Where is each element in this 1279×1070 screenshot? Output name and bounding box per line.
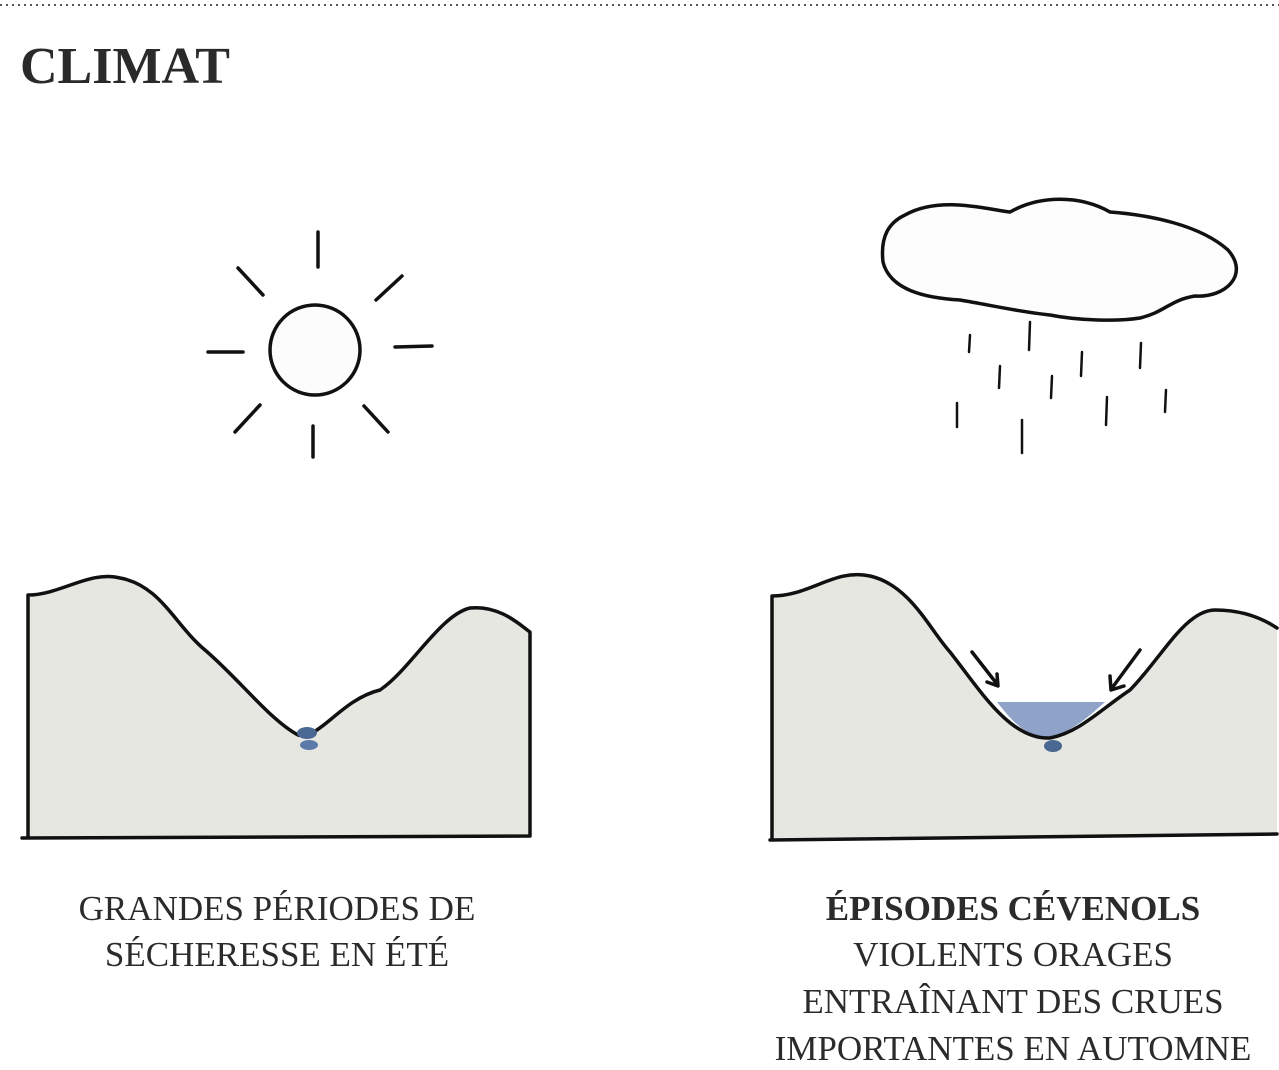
illustration: CLIMAT GRANDES PÉRIODES DE SÉCHERESSE EN…: [0, 0, 1279, 1070]
page-title: CLIMAT: [20, 38, 230, 95]
sun: [208, 232, 432, 457]
caption-line: VIOLENTS ORAGES: [853, 935, 1173, 974]
caption-line: IMPORTANTES EN AUTOMNE: [775, 1029, 1252, 1068]
page: CLIMAT GRANDES PÉRIODES DE SÉCHERESSE EN…: [0, 0, 1279, 1070]
caption-line: GRANDES PÉRIODES DE: [79, 889, 476, 928]
valley-flood: [770, 575, 1277, 840]
valley-dry: [22, 576, 530, 838]
caption-heading: ÉPISODES CÉVENOLS: [826, 889, 1200, 928]
caption-line: SÉCHERESSE EN ÉTÉ: [105, 935, 449, 974]
rain: [957, 322, 1166, 453]
cloud: [882, 199, 1236, 320]
caption-line: ENTRAÎNANT DES CRUES: [802, 982, 1223, 1021]
